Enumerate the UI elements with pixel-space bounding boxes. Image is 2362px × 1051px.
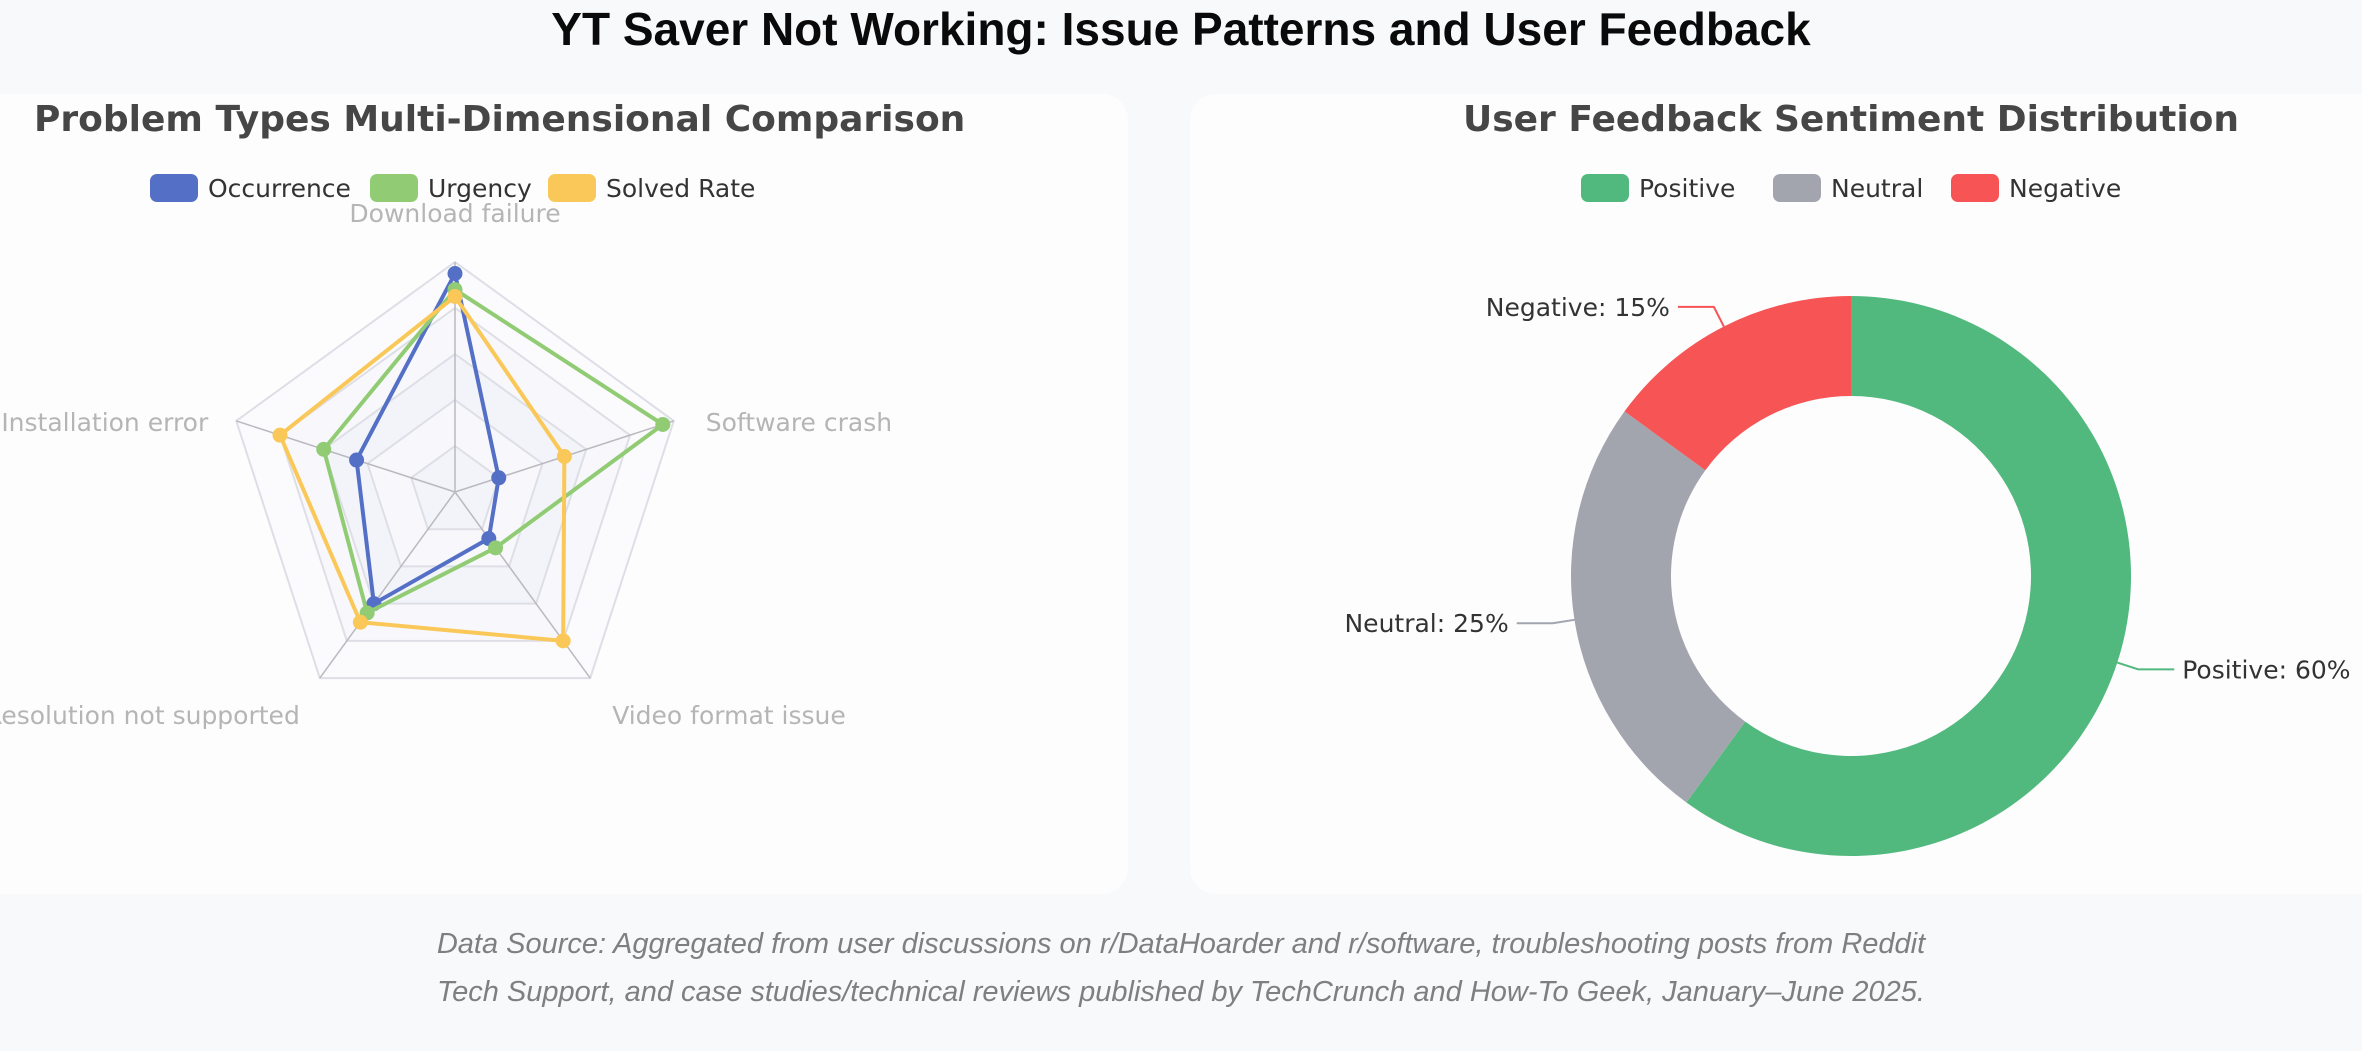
legend-swatch-negative [1951,174,1999,202]
radar-point-solved-rate-video-format-issue [555,633,571,649]
radar-chart: Problem Types Multi-Dimensional Comparis… [0,99,965,730]
data-source-line-2: Tech Support, and case studies/technical… [437,976,1925,1008]
radar-line-solved-rate [278,294,567,643]
radar-series [272,266,671,649]
donut-slices [1571,296,2132,857]
legend-swatch-urgency [370,174,418,202]
radar-indicator-resolution-not-supported: Resolution not supported [0,701,300,730]
radar-point-solved-rate-installation-error [272,427,288,443]
radar-point-solved-rate-download-failure [447,289,463,304]
radar-point-solved-rate-resolution-not-supported [352,614,368,630]
radar-axis-installation-error [236,420,456,493]
radar-line-urgency [321,287,665,615]
donut-slice-positive [1686,296,2132,857]
donut-slice-negative [1624,296,1851,471]
radar-chart-title: Problem Types Multi-Dimensional Comparis… [34,99,965,140]
radar-legend: Occurrence Urgency Solved Rate [150,174,755,203]
radar-point-urgency-video-format-issue [488,540,504,556]
legend-swatch-solved-rate [548,174,596,202]
legend-label-negative: Negative [2009,174,2121,203]
radar-series-occurrence [349,266,507,612]
donut-chart-title: User Feedback Sentiment Distribution [1463,99,2239,140]
radar-point-occurrence-download-failure [447,266,463,281]
radar-indicator-labels: Download failure Software crash Video form… [0,199,892,730]
data-source-note: Data Source: Aggregated from user discus… [0,920,2362,1016]
legend-label-positive: Positive [1639,174,1735,203]
donut-legend: Positive Neutral Negative [1581,174,2121,203]
donut-slice-neutral [1571,411,1746,803]
donut-chart: User Feedback Sentiment Distribution Pos… [1344,99,2351,857]
donut-label-neutral: Neutral: 25% [1344,609,1508,638]
radar-point-occurrence-installation-error [349,452,365,468]
legend-label-occurrence: Occurrence [208,174,351,203]
radar-axis-video-format-issue [454,491,591,679]
donut-label-negative: Negative: 15% [1486,293,1670,322]
legend-swatch-positive [1581,174,1629,202]
radar-axis-resolution-not-supported [319,491,456,679]
radar-point-occurrence-software-crash [491,470,507,486]
radar-line-occurrence [354,271,501,606]
radar-point-urgency-installation-error [316,441,332,457]
donut-leader-negative [1677,305,1725,327]
donut-label-positive: Positive: 60% [2182,655,2350,684]
radar-point-urgency-software-crash [655,416,671,432]
page-title: YT Saver Not Working: Issue Patterns and… [551,3,1811,55]
legend-swatch-occurrence [150,174,198,202]
radar-indicator-download-failure: Download failure [349,199,560,228]
radar-indicator-software-crash: Software crash [706,408,892,437]
legend-swatch-neutral [1773,174,1821,202]
donut-leader-positive [2116,661,2175,671]
donut-leader-neutral [1516,618,1575,625]
radar-indicator-video-format-issue: Video format issue [612,701,846,730]
legend-label-urgency: Urgency [428,174,532,203]
legend-label-neutral: Neutral [1831,174,1923,203]
radar-indicator-installation-error: Installation error [1,408,209,437]
radar-series-solved-rate [272,289,572,649]
radar-point-solved-rate-software-crash [556,448,572,464]
data-source-line-1: Data Source: Aggregated from user discus… [436,928,1926,960]
legend-label-solved-rate: Solved Rate [606,174,755,203]
donut-slice-labels: Positive: 60% Neutral: 25% Negative: 15% [1344,293,2350,684]
